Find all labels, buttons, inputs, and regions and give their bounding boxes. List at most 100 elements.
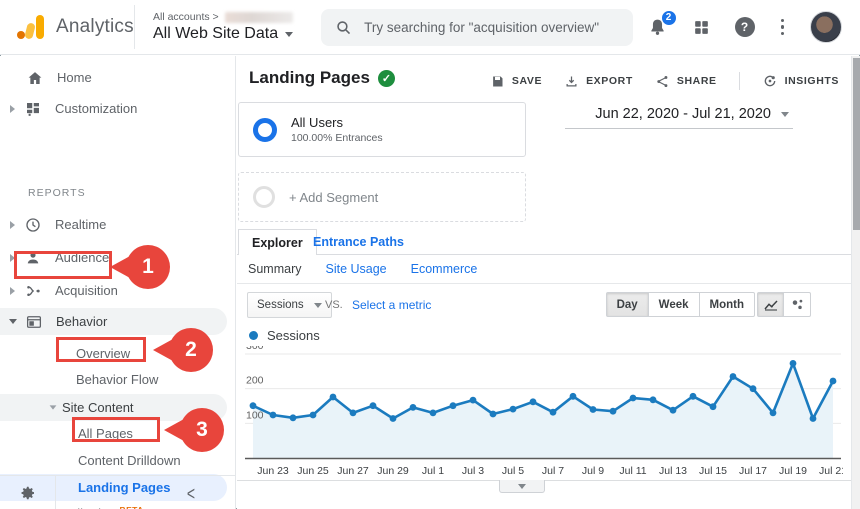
svg-text:Jun 25: Jun 25: [297, 465, 329, 477]
chart-controls: Sessions vs. Select a metric Day Week Mo…: [237, 284, 851, 326]
avatar[interactable]: [810, 11, 842, 43]
sidebar-item-behavior-flow[interactable]: Behavior Flow: [76, 372, 159, 387]
save-button[interactable]: SAVE: [490, 74, 542, 89]
app-bar: Analytics All accounts > All Web Site Da…: [0, 0, 860, 55]
svg-text:100: 100: [246, 409, 264, 421]
svg-text:Jun 23: Jun 23: [257, 465, 289, 477]
sidebar-item-acquisition[interactable]: Acquisition: [0, 277, 227, 304]
granularity-week-button[interactable]: Week: [648, 292, 700, 317]
sidebar-item-realtime[interactable]: Realtime: [0, 211, 227, 238]
add-segment-button[interactable]: + Add Segment: [238, 172, 526, 222]
segment-detail: 100.00% Entrances: [291, 132, 383, 144]
svg-text:Jul 1: Jul 1: [422, 465, 444, 477]
segment-all-users[interactable]: All Users 100.00% Entrances: [238, 102, 526, 157]
reports-section-label: REPORTS: [28, 187, 86, 199]
collapse-arrow-icon: [9, 319, 17, 324]
export-button[interactable]: EXPORT: [564, 74, 633, 89]
product-name: Analytics: [56, 16, 134, 37]
sidebar-item-home[interactable]: Home: [0, 64, 227, 91]
acquisition-icon: [27, 285, 40, 296]
sidebar-item-landing-pages[interactable]: Landing Pages: [0, 474, 227, 501]
property-name: All Web Site Data: [153, 25, 279, 42]
line-chart-type-button[interactable]: [757, 292, 784, 317]
svg-text:Jul 9: Jul 9: [582, 465, 604, 477]
svg-text:Jul 19: Jul 19: [779, 465, 807, 477]
svg-text:Jul 15: Jul 15: [699, 465, 727, 477]
granularity-day-button[interactable]: Day: [605, 292, 649, 317]
gear-icon: [21, 486, 34, 499]
report-main: Landing Pages ✓ SAVE EXPORT SHARE INSIGH…: [237, 56, 851, 509]
svg-text:Jun 29: Jun 29: [377, 465, 409, 477]
analytics-logo[interactable]: Analytics: [0, 14, 134, 40]
annotation-pin-1: 1: [126, 245, 170, 289]
search-icon: [337, 20, 351, 34]
help-icon[interactable]: ?: [734, 17, 755, 37]
motion-chart-icon: [792, 299, 802, 310]
subtab-ecommerce[interactable]: Ecommerce: [410, 262, 478, 276]
chevron-down-icon: [781, 111, 789, 117]
svg-text:200: 200: [246, 375, 264, 387]
date-range-picker[interactable]: Jun 22, 2020 - Jul 21, 2020: [565, 106, 793, 129]
sidebar-collapse-button[interactable]: <: [186, 481, 195, 504]
account-switcher[interactable]: All accounts > All Web Site Data: [134, 5, 294, 49]
admin-gear-button[interactable]: [0, 476, 56, 509]
beta-badge: BETA: [120, 505, 144, 509]
notifications-button[interactable]: 2: [647, 9, 677, 38]
sidebar-item-customization[interactable]: Customization: [0, 95, 227, 122]
svg-text:Jun 27: Jun 27: [337, 465, 369, 477]
save-icon: [492, 76, 503, 86]
svg-text:Jul 13: Jul 13: [659, 465, 687, 477]
expand-arrow-icon: [10, 286, 15, 295]
search-bar[interactable]: [321, 8, 634, 46]
sidebar-item-overview[interactable]: Overview: [76, 346, 131, 361]
line-chart-icon: [763, 299, 778, 311]
customization-icon: [27, 102, 39, 116]
analytics-logo-icon: [16, 14, 46, 40]
select-metric-link[interactable]: Select a metric: [352, 298, 432, 312]
home-icon: [28, 71, 42, 84]
breadcrumb: All accounts >: [153, 11, 219, 23]
segment-name: All Users: [291, 115, 344, 130]
bell-icon: [650, 19, 664, 35]
motion-chart-type-button[interactable]: [784, 292, 811, 317]
metric-group-tabs: Summary Site Usage Ecommerce: [237, 255, 851, 284]
expand-arrow-icon: [10, 220, 15, 229]
tab-explorer[interactable]: Explorer: [238, 229, 317, 255]
sidebar-item-content-drilldown[interactable]: Content Drilldown: [78, 453, 181, 468]
redacted-account-name: [224, 11, 293, 23]
search-input[interactable]: [364, 19, 620, 35]
sidebar-item-all-pages[interactable]: All Pages: [78, 426, 133, 441]
granularity-month-button[interactable]: Month: [699, 292, 755, 317]
collapse-chart-handle[interactable]: [499, 480, 545, 493]
annotation-pin-3: 3: [180, 408, 224, 452]
scrollbar-thumb[interactable]: [853, 58, 860, 230]
svg-text:Jul 21: Jul 21: [819, 465, 843, 477]
apps-grid-icon[interactable]: [692, 18, 711, 37]
divider: [738, 72, 740, 90]
person-icon: [27, 252, 39, 263]
vs-label: vs.: [325, 299, 343, 311]
expand-arrow-icon: [10, 104, 15, 113]
segment-ring-icon: [253, 117, 277, 142]
subtab-summary[interactable]: Summary: [248, 262, 302, 276]
chart-legend: Sessions: [249, 328, 320, 343]
svg-text:Jul 11: Jul 11: [619, 465, 646, 477]
page-title: Landing Pages: [249, 68, 370, 87]
share-icon: [657, 75, 668, 87]
subtab-site-usage[interactable]: Site Usage: [325, 262, 387, 276]
annotation-pin-2: 2: [169, 328, 213, 372]
tab-entrance-paths[interactable]: Entrance Paths: [313, 234, 405, 249]
svg-text:Jul 3: Jul 3: [462, 465, 484, 477]
more-menu-icon[interactable]: [779, 17, 787, 38]
vertical-scrollbar[interactable]: [851, 56, 860, 509]
insights-icon: [764, 75, 775, 87]
sidebar-item-attribution[interactable]: Attribution BETA: [0, 500, 227, 509]
metric-dropdown[interactable]: Sessions: [247, 292, 332, 318]
svg-text:300: 300: [246, 346, 264, 352]
svg-text:Jul 17: Jul 17: [739, 465, 767, 477]
clock-icon: [26, 217, 40, 232]
svg-text:Jul 5: Jul 5: [502, 465, 524, 477]
insights-button[interactable]: INSIGHTS: [762, 73, 839, 89]
share-button[interactable]: SHARE: [655, 74, 717, 89]
